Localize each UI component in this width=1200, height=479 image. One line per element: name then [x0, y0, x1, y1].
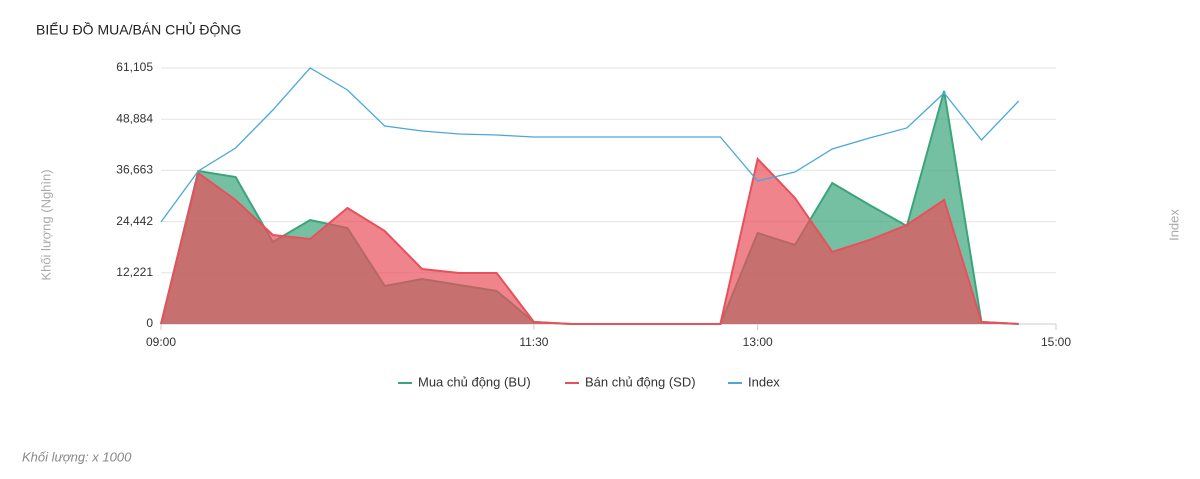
y-tick-label: 12,221 — [116, 265, 153, 279]
legend-label: Bán chủ động (SD) — [585, 374, 696, 389]
y-tick-label: 0 — [146, 316, 153, 330]
x-tick-label: 09:00 — [146, 335, 176, 349]
area-line — [160, 156, 1019, 325]
y-tick-label: 61,105 — [116, 60, 153, 74]
x-tick-label: 11:30 — [519, 335, 548, 349]
y-tick-label: 24,442 — [116, 214, 153, 228]
y-tick-label: 36,663 — [116, 163, 153, 177]
index-line — [160, 67, 1020, 223]
y2-axis-title: Index — [1166, 209, 1181, 241]
y-tick-label: 48,884 — [116, 111, 153, 125]
legend-label: Mua chủ động (BU) — [418, 374, 531, 389]
area-fill — [161, 158, 1019, 324]
x-tick-label: 15:00 — [1041, 335, 1071, 349]
legend-label: Index — [748, 374, 780, 389]
chart-title: BIỂU ĐỒ MUA/BÁN CHỦ ĐỘNG — [36, 21, 241, 38]
footnote: Khối lượng: x 1000 — [22, 449, 132, 464]
x-tick-label: 13:00 — [743, 335, 773, 349]
y-axis-title: Khối lượng (Nghìn) — [38, 169, 53, 280]
